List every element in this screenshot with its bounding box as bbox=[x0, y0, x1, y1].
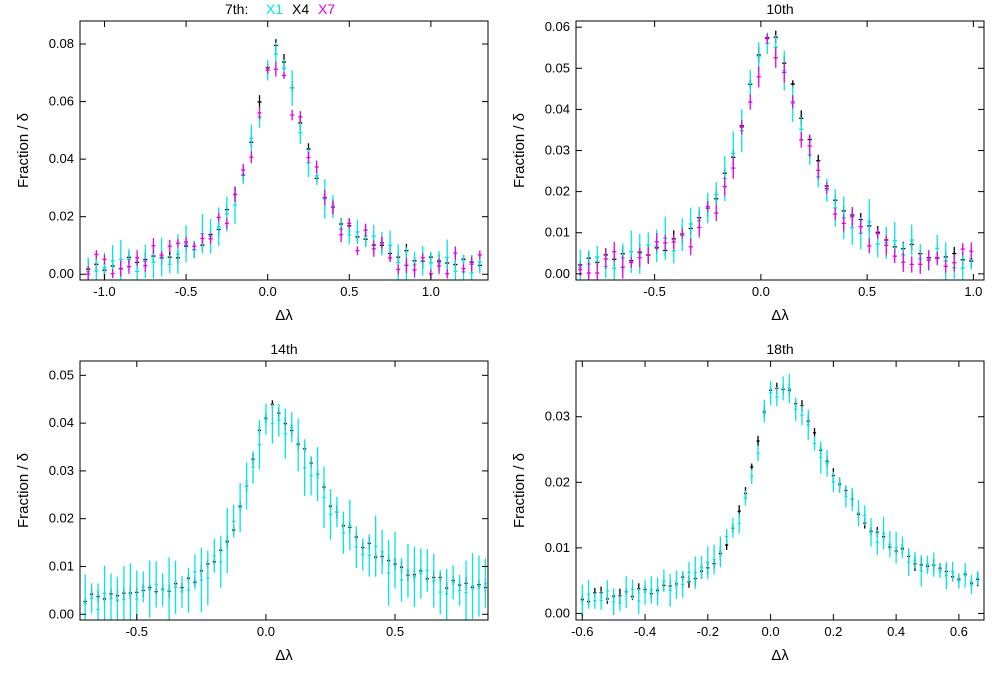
y-tick-label: 0.08 bbox=[49, 36, 74, 51]
chart-title: 10th bbox=[766, 1, 793, 17]
chart-panel-14th: 14th -0.5 0.0 0.5 0.00 0.01 0.02 0.03 0.04 0.05 Δλ… bbox=[15, 341, 489, 664]
x-tick-label: 0.6 bbox=[950, 624, 968, 639]
y-tick-label: 0.01 bbox=[49, 558, 74, 573]
plot-frame bbox=[79, 360, 489, 621]
y-tick-label: 0.00 bbox=[49, 266, 74, 281]
x-tick-label: 0.5 bbox=[386, 624, 404, 639]
chart-panel-18th: 18th -0.6 -0.4 -0.2 0.0 0.2 0.4 0.6 0.00 0.01 0.02… bbox=[511, 341, 985, 664]
y-tick-label: 0.02 bbox=[545, 474, 570, 489]
y-axis-label: Fraction / δ bbox=[511, 113, 528, 188]
chart-title: 18th bbox=[766, 341, 793, 357]
x-tick-label: 0.0 bbox=[259, 284, 277, 299]
y-tick-label: 0.04 bbox=[49, 151, 74, 166]
y-tick-label: 0.02 bbox=[49, 511, 74, 526]
legend-entry-x4: X4 bbox=[292, 1, 310, 17]
x-tick-label: 0.5 bbox=[858, 284, 876, 299]
x-tick-label: -0.5 bbox=[643, 284, 665, 299]
y-tick-label: 0.02 bbox=[545, 184, 570, 199]
data-series-group bbox=[83, 400, 488, 620]
x-tick-label: 0.2 bbox=[824, 624, 842, 639]
y-tick-label: 0.00 bbox=[545, 266, 570, 281]
x-tick-label: 0.4 bbox=[887, 624, 905, 639]
x-tick-label: 0.5 bbox=[340, 284, 358, 299]
y-tick-label: 0.00 bbox=[545, 605, 570, 620]
chart-legend: 7th: X1 X4 X7 bbox=[0, 0, 496, 22]
plot-frame bbox=[79, 20, 489, 281]
series-x1 bbox=[83, 403, 488, 620]
x-tick-label: 1.0 bbox=[422, 284, 440, 299]
data-series-group bbox=[86, 39, 482, 280]
x-axis-label: Δλ bbox=[275, 307, 293, 324]
y-tick-label: 0.00 bbox=[49, 606, 74, 621]
chart-title: 14th bbox=[270, 341, 297, 357]
data-series-group bbox=[580, 374, 980, 617]
legend-prefix: 7th: bbox=[225, 1, 249, 17]
x-axis-label: Δλ bbox=[771, 647, 789, 664]
plot-frame bbox=[575, 20, 985, 281]
y-tick-label: 0.02 bbox=[49, 209, 74, 224]
x-tick-label: -1.0 bbox=[93, 284, 115, 299]
series-x1 bbox=[578, 32, 974, 280]
y-tick-label: 0.04 bbox=[49, 415, 74, 430]
y-tick-label: 0.06 bbox=[545, 19, 570, 34]
legend-entry-x1: X1 bbox=[266, 1, 284, 17]
plot-frame bbox=[575, 360, 985, 621]
y-tick-label: 0.04 bbox=[545, 101, 570, 116]
data-series-group bbox=[578, 30, 974, 280]
series-x1 bbox=[580, 374, 980, 617]
chart-panel-7th: -1.0 -0.5 0.0 0.5 1.0 0.00 0.02 0.04 0.06 0.08 Δλ F… bbox=[15, 20, 489, 324]
x-tick-label: -0.6 bbox=[571, 624, 593, 639]
series-x7 bbox=[86, 61, 482, 280]
x-axis-label: Δλ bbox=[275, 647, 293, 664]
y-tick-label: 0.05 bbox=[49, 367, 74, 382]
x-tick-label: -0.5 bbox=[126, 624, 148, 639]
y-axis-label: Fraction / δ bbox=[15, 453, 32, 528]
y-tick-label: 0.06 bbox=[49, 94, 74, 109]
x-tick-label: 0.0 bbox=[257, 624, 275, 639]
legend-entry-x7: X7 bbox=[318, 1, 336, 17]
x-axis-label: Δλ bbox=[771, 307, 789, 324]
y-tick-label: 0.05 bbox=[545, 60, 570, 75]
x-tick-label: -0.2 bbox=[697, 624, 719, 639]
x-tick-label: 0.0 bbox=[762, 624, 780, 639]
series-x7 bbox=[578, 33, 974, 280]
y-tick-label: 0.01 bbox=[545, 540, 570, 555]
y-tick-label: 0.03 bbox=[545, 143, 570, 158]
x-tick-label: -0.4 bbox=[634, 624, 656, 639]
y-axis-label: Fraction / δ bbox=[511, 453, 528, 528]
x-tick-label: 0.0 bbox=[752, 284, 770, 299]
x-tick-label: 1.0 bbox=[964, 284, 982, 299]
y-tick-label: 0.03 bbox=[49, 463, 74, 478]
y-axis-label: Fraction / δ bbox=[15, 113, 32, 188]
y-tick-label: 0.03 bbox=[545, 409, 570, 424]
series-x4 bbox=[580, 382, 980, 606]
x-tick-label: -0.5 bbox=[175, 284, 197, 299]
chart-panel-10th: 10th -0.5 0.0 0.5 1.0 0.00 0.01 0.02 0.03 0.04 0.0… bbox=[511, 1, 985, 324]
y-tick-label: 0.01 bbox=[545, 225, 570, 240]
